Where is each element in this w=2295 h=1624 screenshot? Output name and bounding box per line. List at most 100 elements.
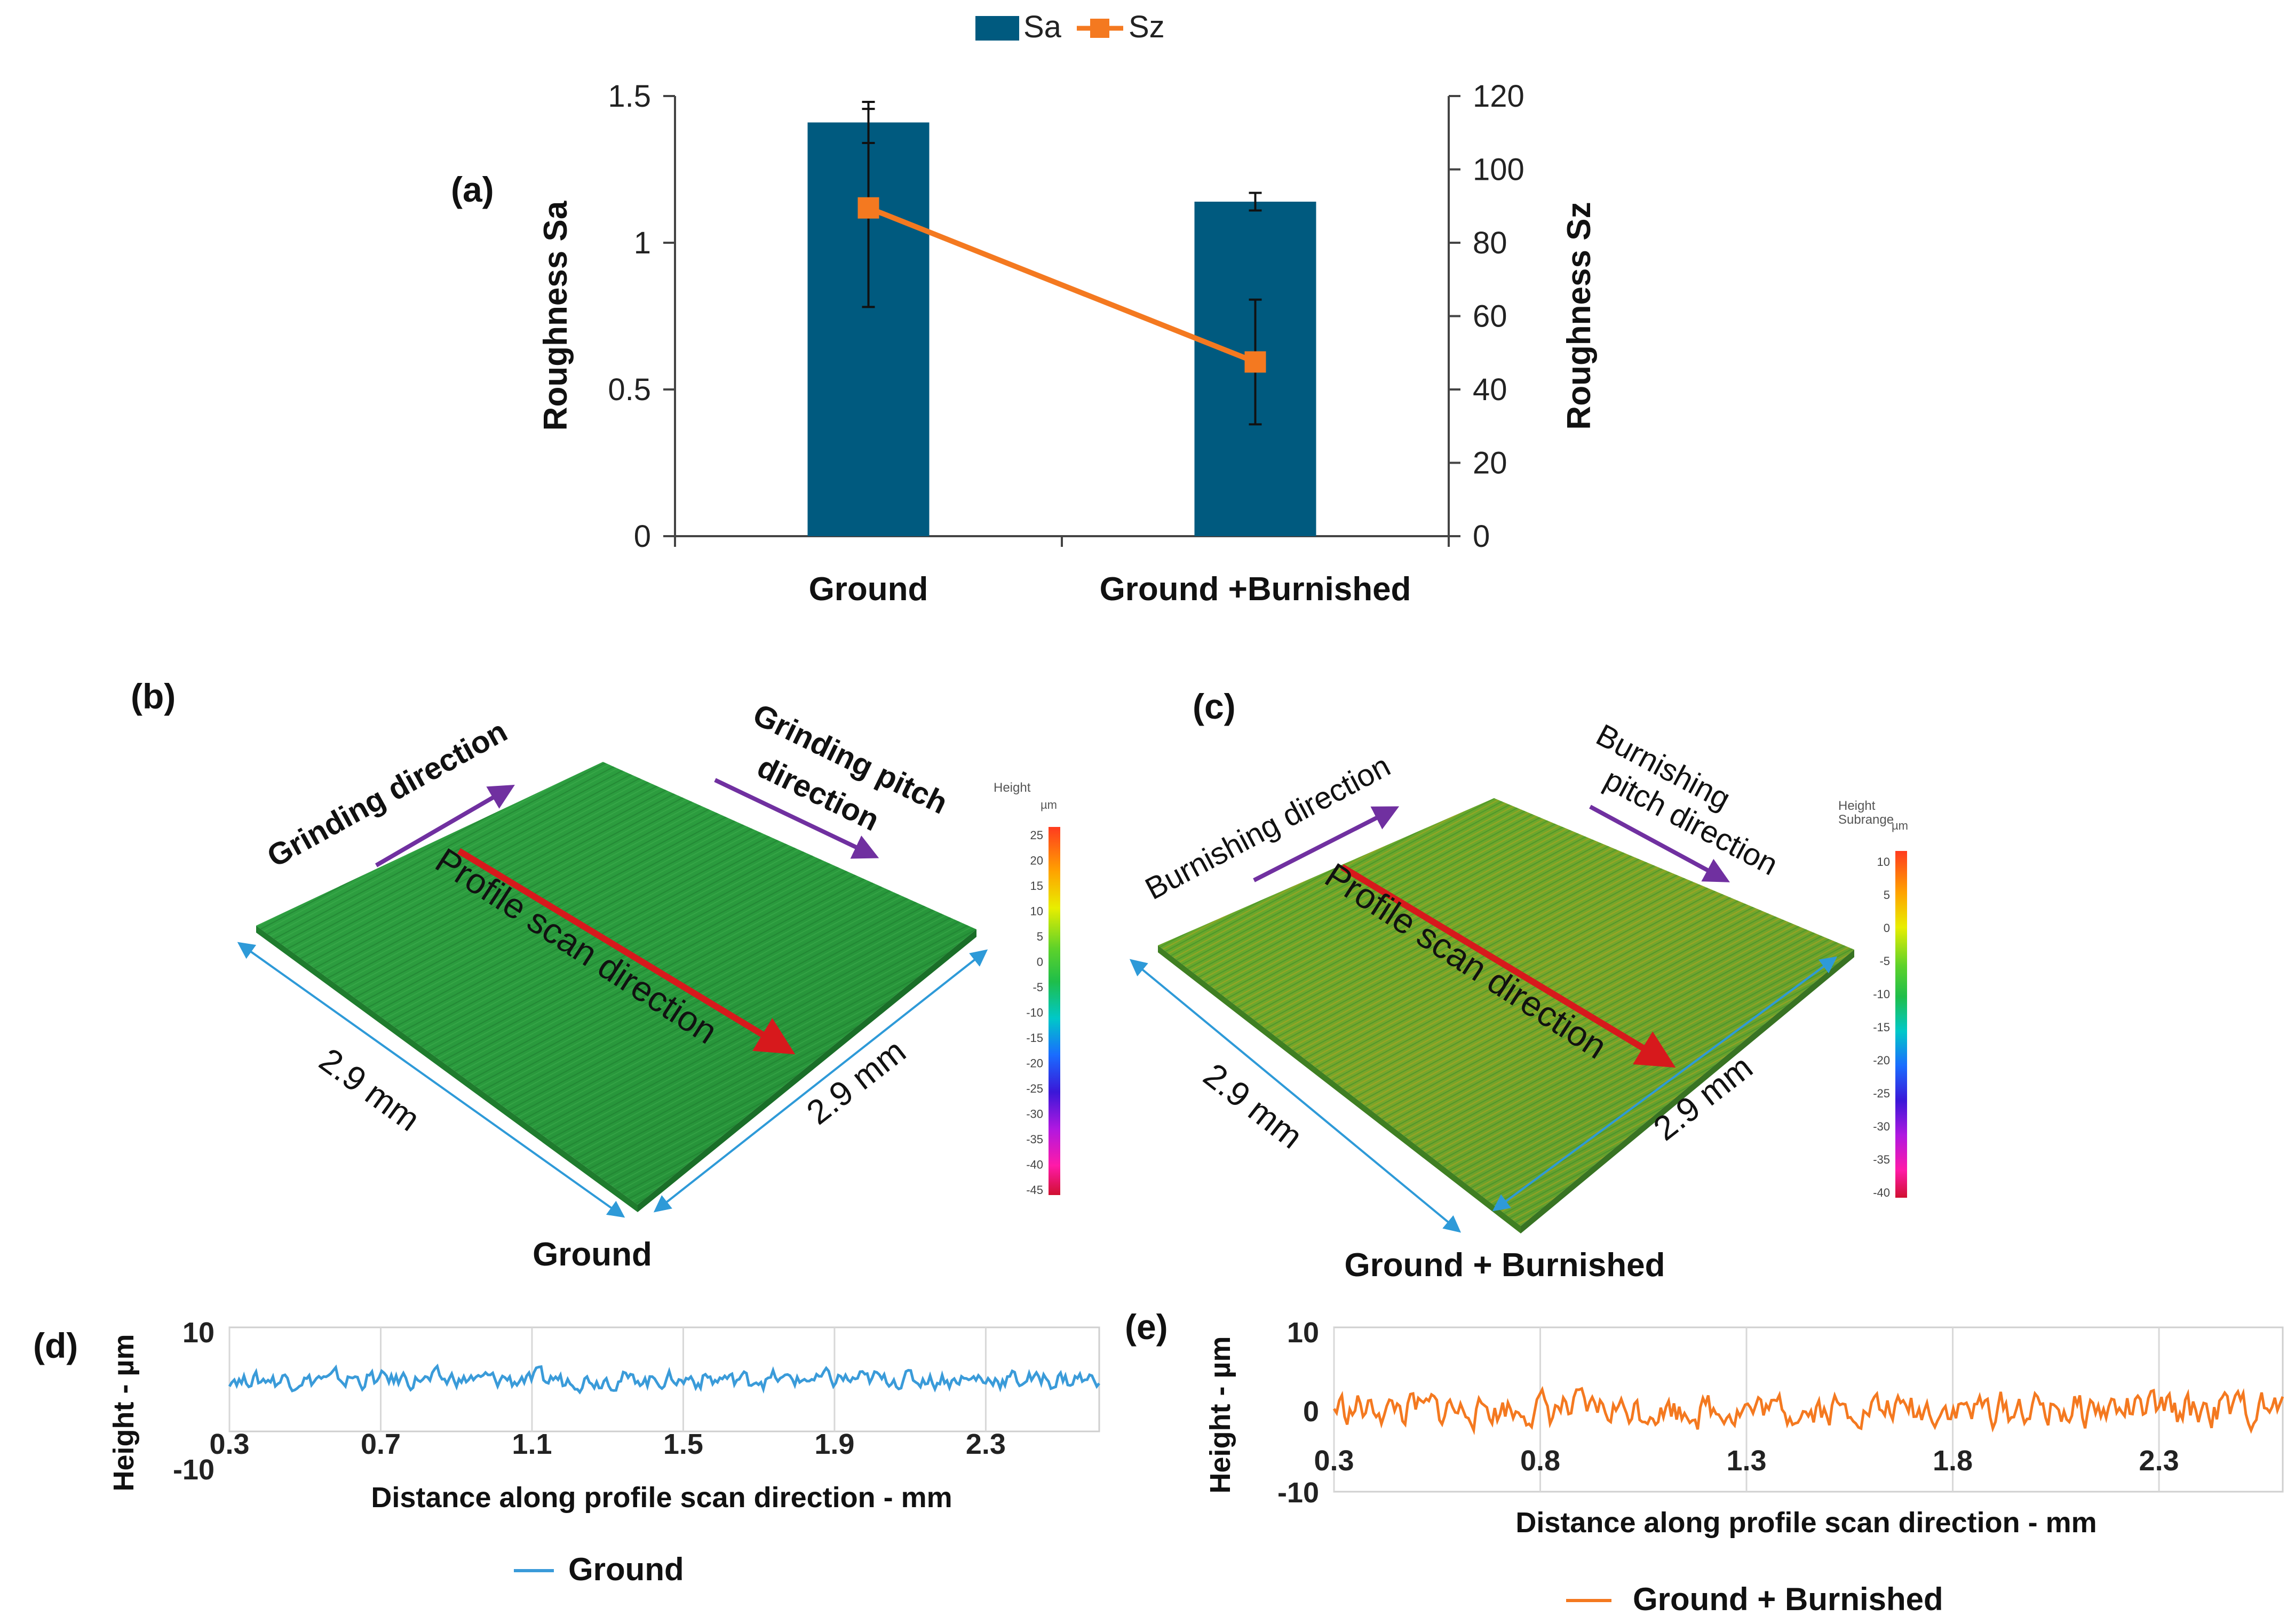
sz-line bbox=[867, 205, 1257, 365]
a-left-tick-label: 1.5 bbox=[608, 79, 651, 114]
d-legend-label: Ground bbox=[568, 1551, 684, 1587]
scale-tick-label: -5 bbox=[1033, 981, 1043, 994]
scale-tick-label: -40 bbox=[1873, 1186, 1890, 1199]
scale-tick-label: -5 bbox=[1879, 954, 1890, 968]
scale-b-title: Height bbox=[994, 781, 1031, 795]
panel-b-label: (b) bbox=[131, 676, 176, 716]
panel-c-surface: (c) Profile scan direction Burnishing di… bbox=[1129, 687, 1908, 1284]
legend-sa-swatch bbox=[975, 16, 1019, 41]
legend-sz-marker bbox=[1090, 19, 1109, 38]
panel-d-chart: (d) 0.3 0.7 1.1 1.5 1.9 2.310-10 Height - µm … bbox=[33, 1317, 1100, 1587]
x-tick-label: 0.7 bbox=[361, 1428, 401, 1460]
a-right-tick-label: 100 bbox=[1473, 153, 1524, 187]
panel-c-label: (c) bbox=[1193, 687, 1236, 726]
scale-tick-label: -25 bbox=[1873, 1087, 1890, 1100]
x-tick-label: 1.3 bbox=[1727, 1445, 1767, 1477]
panel-b-surface: (b) Profile scan direction Grinding dire… bbox=[131, 676, 1060, 1273]
panel-e-chart: (e) 0.3 0.8 1.3 1.8 2.3 10 0 -10 Height - µm Di… bbox=[1125, 1307, 2284, 1617]
a-category-label: Ground +Burnished bbox=[1100, 571, 1411, 608]
a-category-label: Ground bbox=[809, 571, 928, 608]
a-right-tick-label: 0 bbox=[1473, 519, 1490, 554]
x-tick-label: 1.8 bbox=[1933, 1445, 1973, 1477]
dimension-left-text: 2.9 mm bbox=[312, 1040, 427, 1139]
scale-tick-label: -35 bbox=[1026, 1133, 1043, 1146]
scale-tick-label: 10 bbox=[1877, 855, 1890, 869]
dimension-left-arrow bbox=[237, 942, 625, 1218]
y-tick-label: -10 bbox=[173, 1454, 215, 1486]
legend-sz-label: Sz bbox=[1129, 10, 1165, 44]
legend-sa-label: Sa bbox=[1023, 10, 1062, 44]
scale-tick-label: -35 bbox=[1873, 1153, 1890, 1166]
scale-tick-label: -15 bbox=[1873, 1021, 1890, 1034]
dimension-left-text-c: 2.9 mm bbox=[1196, 1056, 1309, 1156]
y-tick-label: 10 bbox=[1287, 1317, 1319, 1349]
e-legend-label: Ground + Burnished bbox=[1633, 1581, 1943, 1617]
burnishing-pitch-arrow bbox=[1589, 805, 1730, 882]
scale-tick-label: -10 bbox=[1026, 1006, 1043, 1020]
scale-tick-label: 25 bbox=[1030, 829, 1043, 842]
panel-b-caption: Ground bbox=[533, 1236, 652, 1273]
scale-tick-label: 20 bbox=[1030, 854, 1043, 867]
panel-a-chart: Sa Sz (a) 0 0.5 1 1.5 0 20 40 60 80 100 120 Groun… bbox=[451, 10, 1598, 608]
x-tick-label: 0.3 bbox=[1314, 1445, 1354, 1477]
y-tick-label: -10 bbox=[1277, 1477, 1319, 1509]
y-tick-label: 0 bbox=[1303, 1396, 1319, 1428]
x-tick-label: 1.1 bbox=[512, 1428, 552, 1460]
scale-c-colorbar bbox=[1895, 851, 1907, 1198]
a-right-tick-label: 120 bbox=[1473, 79, 1524, 114]
x-tick-label: 2.3 bbox=[2139, 1445, 2179, 1477]
a-right-tick-label: 40 bbox=[1473, 372, 1507, 407]
panel-d-label: (d) bbox=[33, 1326, 78, 1365]
a-left-tick-label: 1 bbox=[634, 226, 651, 260]
scale-tick-label: -15 bbox=[1026, 1031, 1043, 1045]
scale-tick-label: 5 bbox=[1884, 888, 1890, 902]
dimension-right-arrow-c bbox=[1492, 956, 1838, 1212]
scale-b-colorbar bbox=[1049, 827, 1060, 1195]
scale-tick-label: 15 bbox=[1030, 879, 1043, 893]
x-tick-label: 1.5 bbox=[663, 1428, 703, 1460]
d-xlabel: Distance along profile scan direction - … bbox=[371, 1482, 952, 1514]
scale-tick-label: -20 bbox=[1873, 1054, 1890, 1067]
scale-c-subtitle: Subrange bbox=[1838, 813, 1894, 827]
x-tick-label: 2.3 bbox=[966, 1428, 1006, 1460]
scale-tick-label: 10 bbox=[1030, 905, 1043, 918]
a-right-tick-label: 80 bbox=[1473, 226, 1507, 260]
scale-c-title: Height bbox=[1838, 799, 1876, 813]
scale-tick-label: -30 bbox=[1873, 1120, 1890, 1133]
sz-point bbox=[1244, 351, 1266, 373]
a-left-tick-label: 0 bbox=[634, 519, 651, 554]
scale-tick-label: 5 bbox=[1037, 930, 1043, 943]
scale-tick-label: 0 bbox=[1884, 921, 1890, 935]
scale-tick-label: -20 bbox=[1026, 1057, 1043, 1070]
scale-b-unit: µm bbox=[1041, 798, 1057, 811]
e-xlabel: Distance along profile scan direction - … bbox=[1515, 1507, 2097, 1539]
sz-point bbox=[857, 197, 879, 219]
scale-tick-label: -40 bbox=[1026, 1158, 1043, 1172]
grinding-direction-arrow bbox=[375, 784, 515, 867]
burnished-profile-line bbox=[1332, 1386, 2284, 1436]
panel-e-label: (e) bbox=[1125, 1307, 1168, 1347]
d-ylabel: Height - µm bbox=[108, 1334, 140, 1491]
x-tick-label: 0.3 bbox=[209, 1428, 249, 1460]
x-tick-label: 0.8 bbox=[1520, 1445, 1560, 1477]
a-y2label: Roughness Sz bbox=[1561, 202, 1598, 429]
scale-tick-label: -25 bbox=[1026, 1082, 1043, 1095]
y-tick-label: 10 bbox=[182, 1317, 215, 1349]
scale-c-unit: µm bbox=[1892, 819, 1908, 832]
grinding-pitch-arrow bbox=[714, 778, 879, 859]
dimension-left-arrow-c bbox=[1129, 959, 1462, 1233]
a-ylabel: Roughness Sa bbox=[537, 201, 574, 431]
burnishing-direction-arrow bbox=[1253, 806, 1400, 882]
scale-tick-label: -10 bbox=[1873, 988, 1890, 1001]
panel-c-caption: Ground + Burnished bbox=[1344, 1247, 1665, 1284]
a-right-tick-label: 20 bbox=[1473, 446, 1507, 481]
scale-tick-label: 0 bbox=[1037, 956, 1043, 969]
e-ylabel: Height - µm bbox=[1204, 1336, 1236, 1493]
scale-tick-label: -30 bbox=[1026, 1108, 1043, 1121]
x-tick-label: 1.9 bbox=[814, 1428, 854, 1460]
ground-profile-line bbox=[228, 1363, 1100, 1395]
dimension-right-arrow bbox=[653, 949, 988, 1213]
panel-a-label: (a) bbox=[451, 170, 494, 209]
a-left-tick-label: 0.5 bbox=[608, 372, 651, 407]
